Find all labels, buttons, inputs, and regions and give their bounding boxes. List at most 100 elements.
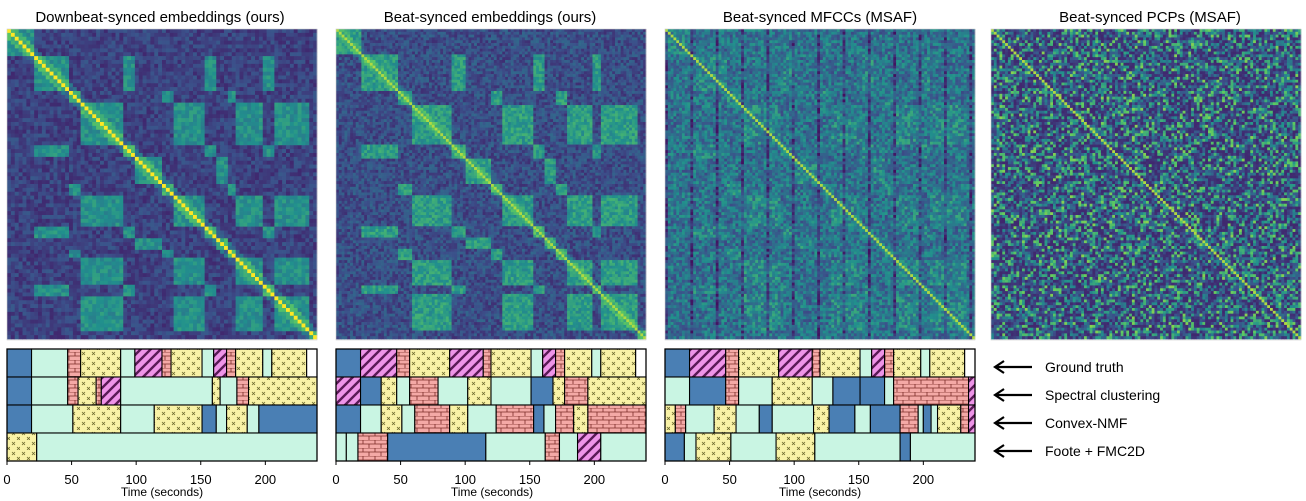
segment-brick — [226, 348, 237, 378]
segment-brick — [587, 404, 647, 434]
x-tick-label: 100 — [454, 472, 476, 487]
segment-dark — [335, 348, 362, 378]
segment-mint — [437, 376, 469, 406]
segment-dark — [832, 376, 861, 406]
segment-stripe — [134, 348, 163, 378]
segment-stripe — [100, 376, 122, 406]
segment-brick — [67, 376, 79, 406]
segment-mint — [930, 404, 939, 434]
segment-cross — [449, 404, 469, 434]
segment-dark — [6, 348, 33, 378]
segment-stripe — [871, 348, 886, 378]
segment-dark — [201, 404, 217, 434]
similarity-matrix-3 — [664, 28, 976, 341]
segment-stripe — [967, 404, 976, 434]
similarity-matrices — [6, 28, 1302, 341]
x-tick-label: 150 — [519, 472, 541, 487]
segment-stripe — [542, 348, 557, 378]
chart-title-1: Downbeat-synced embeddings (ours) — [35, 9, 284, 26]
segment-mint — [811, 376, 834, 406]
segment-cross — [72, 404, 122, 434]
segment-cross — [819, 348, 861, 378]
segment-mint — [530, 348, 544, 378]
segment-stripe — [449, 348, 484, 378]
segment-mint — [401, 404, 416, 434]
segment-blank — [964, 348, 976, 378]
segment-mint — [467, 404, 497, 434]
legend-item-convex-nmf: Convex-NMF — [993, 415, 1127, 431]
segment-brick — [409, 376, 439, 406]
x-tick-label: 200 — [583, 472, 605, 487]
segment-mint — [345, 432, 359, 462]
segment-mint — [215, 404, 228, 434]
legend-item-foote-fmc2d: Foote + FMC2D — [993, 443, 1145, 459]
segment-cross — [235, 348, 264, 378]
x-tick-label: 50 — [64, 472, 78, 487]
segmentation-strips — [6, 348, 976, 462]
segment-brick — [482, 348, 492, 378]
segment-dark — [828, 404, 856, 434]
segment-mint — [685, 404, 715, 434]
segment-cross — [664, 404, 676, 434]
segment-mint — [814, 432, 901, 462]
segment-mint — [854, 404, 871, 434]
time-axes: 0 50 100 150 200 0 50 100 150 200 0 50 100 150 200 — [3, 461, 934, 487]
segment-cross — [170, 348, 203, 378]
x-tick-label: 50 — [393, 472, 407, 487]
segment-brick — [960, 404, 970, 434]
segment-cross — [247, 376, 318, 406]
segment-dark — [335, 404, 362, 434]
segment-dark — [6, 376, 33, 406]
segment-dark — [758, 404, 773, 434]
segment-cross — [380, 376, 398, 406]
x-tick-label: 100 — [125, 472, 147, 487]
legend: Ground truth Spectral clustering Convex-… — [993, 359, 1160, 459]
segment-stripe — [576, 432, 602, 462]
segment-mint — [735, 404, 760, 434]
segment-mint — [36, 432, 318, 462]
segment-brick — [564, 376, 589, 406]
x-tick-label: 0 — [661, 472, 668, 487]
segment-brick — [357, 432, 389, 462]
segment-cross — [552, 376, 566, 406]
segment-cross — [775, 432, 816, 462]
x-tick-label: 200 — [912, 472, 934, 487]
chart-title-4: Beat-synced PCPs (MSAF) — [1059, 9, 1241, 26]
segment-cross — [936, 404, 962, 434]
segment-mint — [120, 404, 155, 434]
segment-mint — [771, 404, 815, 434]
left-arrow-icon — [993, 360, 1032, 374]
segment-cross — [409, 348, 451, 378]
segment-cross — [573, 404, 589, 434]
legend-item-ground-truth: Ground truth — [993, 359, 1124, 375]
segment-mint — [396, 376, 411, 406]
xlabel-2: Time (seconds) — [451, 485, 533, 499]
segment-brick — [811, 348, 821, 378]
xlabel-3: Time (seconds) — [779, 485, 861, 499]
segment-dark — [688, 376, 727, 406]
segment-cross — [211, 376, 221, 406]
segment-brick — [884, 348, 895, 378]
segment-dark — [869, 404, 901, 434]
segment-dark — [664, 432, 685, 462]
segment-dark — [387, 432, 487, 462]
segment-stripe — [335, 376, 362, 406]
segment-cross — [564, 348, 593, 378]
segment-cross — [713, 404, 737, 434]
left-arrow-icon — [993, 388, 1032, 402]
segment-brick — [899, 404, 919, 434]
segment-brick — [161, 348, 172, 378]
segment-cross — [271, 348, 308, 378]
segment-brick — [95, 376, 102, 406]
segment-dark — [899, 432, 911, 462]
similarity-matrix-4 — [990, 28, 1302, 341]
segment-dark — [6, 404, 33, 434]
segment-mint — [738, 376, 773, 406]
segment-mint — [558, 432, 579, 462]
segment-cross — [153, 404, 203, 434]
segment-mint — [201, 348, 215, 378]
segment-mint — [600, 432, 647, 462]
chart-title-2: Beat-synced embeddings (ours) — [384, 9, 597, 26]
segment-dark — [859, 376, 886, 406]
